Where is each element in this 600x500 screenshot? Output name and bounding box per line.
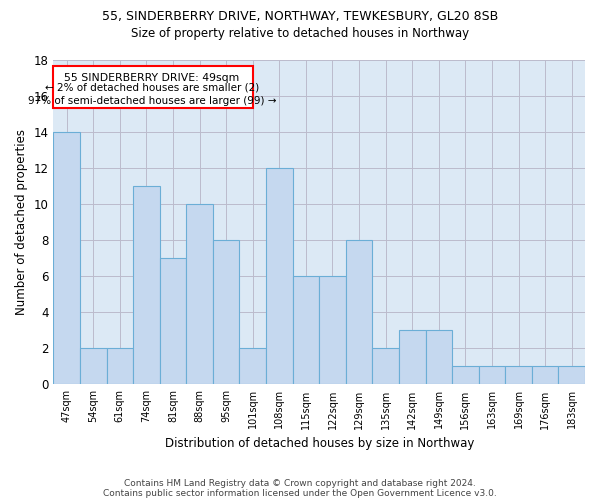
Bar — [53, 132, 80, 384]
Bar — [346, 240, 373, 384]
Bar — [293, 276, 319, 384]
Bar — [133, 186, 160, 384]
Text: Contains public sector information licensed under the Open Government Licence v3: Contains public sector information licen… — [103, 488, 497, 498]
Text: Contains HM Land Registry data © Crown copyright and database right 2024.: Contains HM Land Registry data © Crown c… — [124, 478, 476, 488]
Bar — [559, 366, 585, 384]
Bar — [213, 240, 239, 384]
Bar — [452, 366, 479, 384]
Bar — [319, 276, 346, 384]
Bar — [80, 348, 107, 384]
Bar — [266, 168, 293, 384]
Bar — [479, 366, 505, 384]
Text: 97% of semi-detached houses are larger (99) →: 97% of semi-detached houses are larger (… — [28, 96, 276, 106]
Bar — [505, 366, 532, 384]
Bar — [53, 66, 253, 108]
Bar — [399, 330, 425, 384]
Text: 55, SINDERBERRY DRIVE, NORTHWAY, TEWKESBURY, GL20 8SB: 55, SINDERBERRY DRIVE, NORTHWAY, TEWKESB… — [102, 10, 498, 23]
Text: ← 2% of detached houses are smaller (2): ← 2% of detached houses are smaller (2) — [44, 83, 259, 93]
Bar — [187, 204, 213, 384]
Bar — [532, 366, 559, 384]
Bar — [239, 348, 266, 384]
Bar — [160, 258, 187, 384]
Bar — [425, 330, 452, 384]
Text: 55 SINDERBERRY DRIVE: 49sqm: 55 SINDERBERRY DRIVE: 49sqm — [64, 73, 239, 83]
Bar — [107, 348, 133, 384]
Bar — [373, 348, 399, 384]
Text: Size of property relative to detached houses in Northway: Size of property relative to detached ho… — [131, 28, 469, 40]
Y-axis label: Number of detached properties: Number of detached properties — [15, 129, 28, 315]
X-axis label: Distribution of detached houses by size in Northway: Distribution of detached houses by size … — [164, 437, 474, 450]
